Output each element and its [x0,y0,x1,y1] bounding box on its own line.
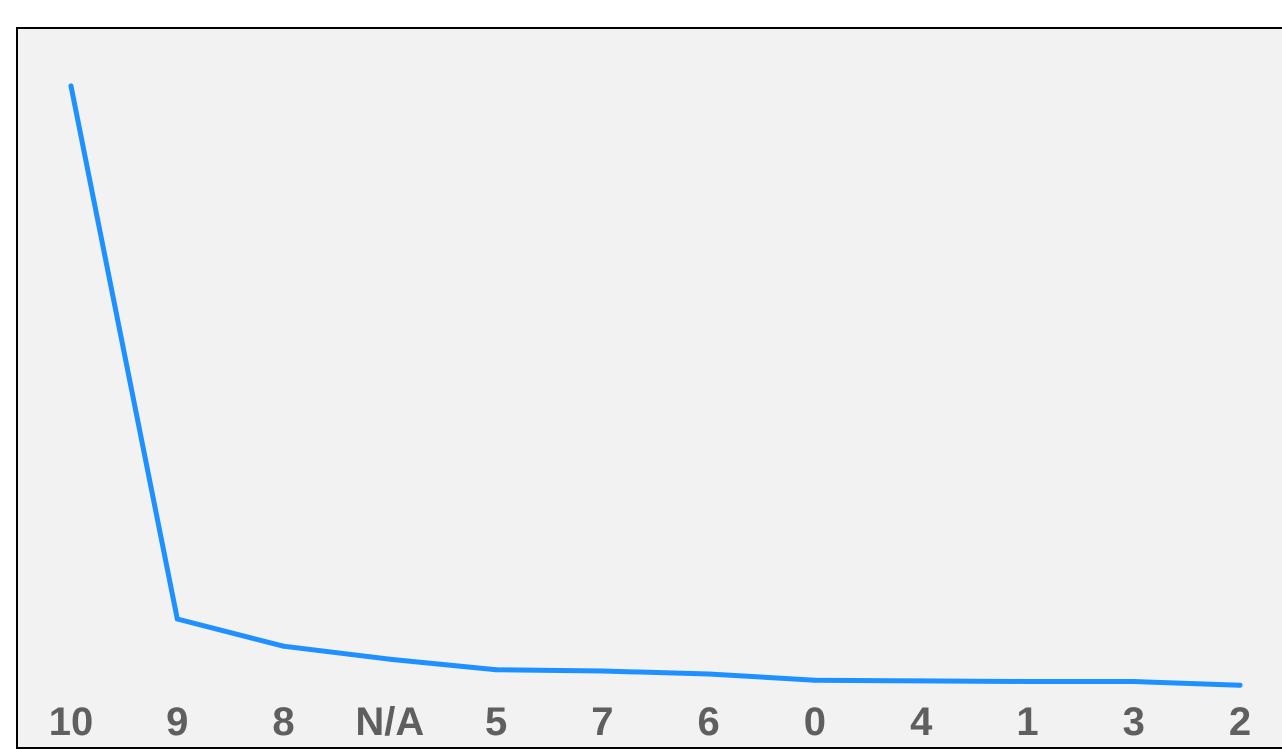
x-tick-label: 10 [49,700,94,744]
x-tick-label: 8 [272,700,294,744]
x-tick-label: 1 [1016,700,1038,744]
x-tick-label: 0 [804,700,826,744]
x-tick-label: N/A [355,700,424,744]
x-tick-label: 6 [697,700,719,744]
data-point-3 [1131,679,1137,684]
x-tick-label: 4 [910,700,933,744]
data-point-1 [1025,679,1030,684]
data-point-7 [599,668,605,674]
data-point-9 [174,616,180,622]
data-point-6 [706,671,712,677]
chart-frame [16,27,1282,749]
data-point-10 [68,83,74,89]
data-point-N/A [387,656,393,662]
data-point-5 [493,667,499,673]
data-point-8 [281,643,286,649]
x-tick-label: 2 [1229,700,1251,744]
x-tick-label: 9 [166,700,188,744]
data-point-4 [918,678,924,684]
data-point-2 [1237,682,1243,688]
x-tick-labels: 10 9 8 N/A 5 7 6 0 4 1 3 2 [49,700,1251,744]
x-tick-label: 3 [1123,700,1145,744]
series-line-0 [68,83,1243,688]
x-tick-label: 7 [591,700,613,744]
x-tick-label: 5 [485,700,507,744]
data-point-0 [812,677,818,683]
series-layer [68,83,1243,688]
